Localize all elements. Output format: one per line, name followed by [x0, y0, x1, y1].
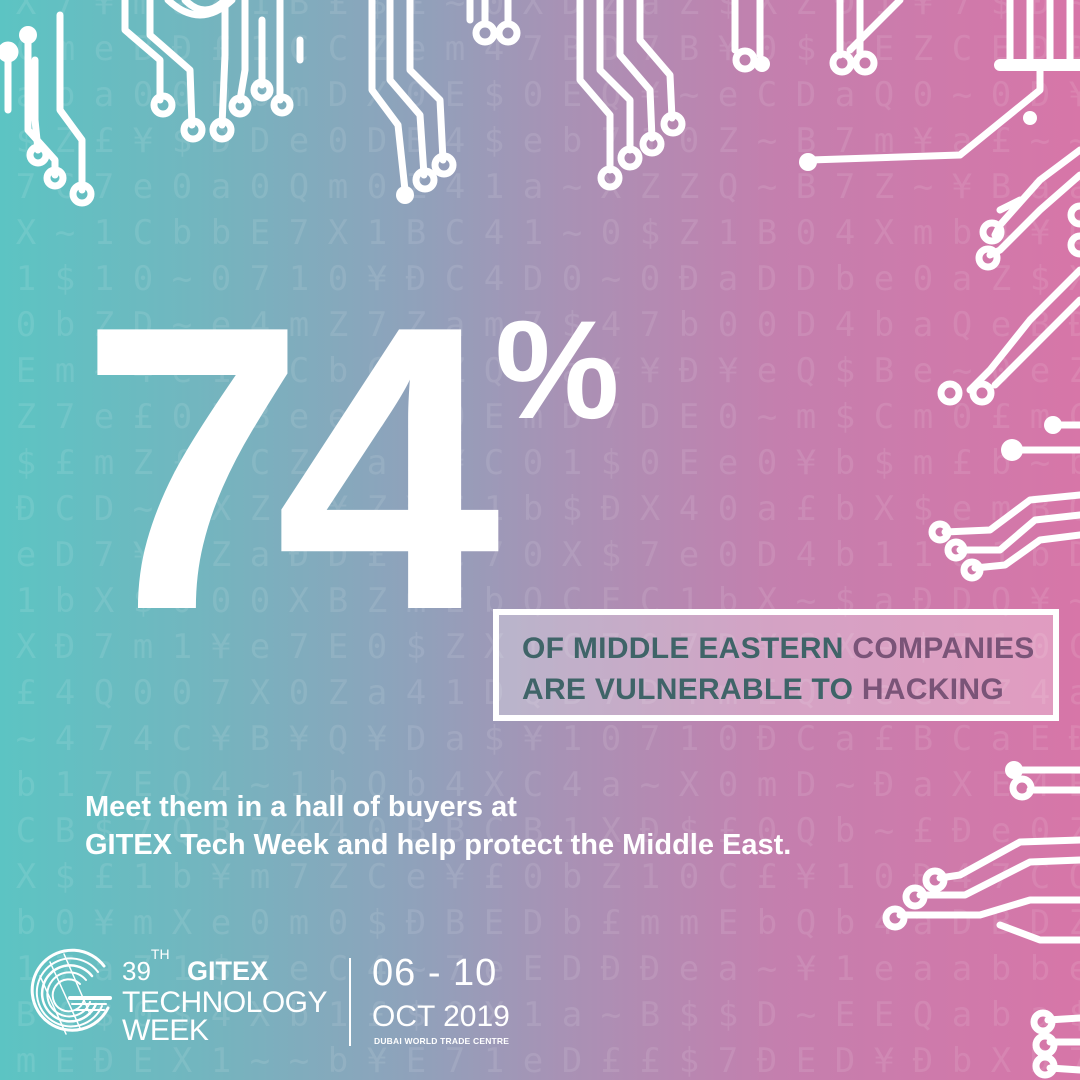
circuit-traces-right-middle — [928, 416, 1080, 582]
statistic-percent-sign: % — [495, 291, 620, 448]
statistic-number: 74 — [80, 241, 501, 694]
binary-code-column: X 0 C ~ ~ B D 0 e ~ 0 a D X ¥ E Ð m 0 £ … — [756, 0, 778, 1080]
binary-code-column: ~ m E 4 4 C C a Z Q ¥ C C E Z 1 a 4 B ¥ … — [444, 0, 466, 1080]
binary-code-column: B C m e Q 7 1 m C e Z ¥ Ð X 7 0 ¥ 1 4 7 … — [288, 0, 310, 1080]
event-month-year: OCT 2019 — [372, 1000, 510, 1033]
binary-code-column: Z $ D B B 0 D D Q m ¥ £ 4 ~ C Q C D Q ¥ … — [795, 0, 817, 1080]
edition-number: 39TH — [122, 946, 170, 986]
tagline-line-1: Meet them in a hall of buyers at — [85, 791, 517, 823]
binary-code-column: 1 1 b D 0 E 7 4 C B C Z a 0 e X B ~ 7 m … — [249, 0, 271, 1080]
binary-code-column: ¥ e a £ 7 1 1 Z ~ e m D 7 X 7 Q 7 7 $ £ … — [93, 0, 115, 1080]
binary-code-column: Ð m a 7 7 4 b 4 $ $ b b b $ X 4 a ~ b 1 … — [834, 0, 856, 1080]
circuit-traces-top-right — [799, 0, 1080, 406]
caption-text-teal: ARE VULNERABLE TO — [522, 673, 854, 706]
tagline-line-2: GITEX Tech Week and help protect the Mid… — [85, 829, 792, 861]
event-venue: DUBAI WORLD TRADE CENTRE — [374, 1036, 510, 1046]
circuit-traces-bottom-right — [882, 761, 1080, 1079]
statistic-caption-box: OF MIDDLE EASTERN COMPANIES ARE VULNERAB… — [493, 609, 1059, 721]
event-name-line-2: WEEK — [122, 1014, 209, 1047]
tagline: Meet them in a hall of buyers at GITEX T… — [85, 788, 791, 864]
binary-code-column: X C a $ 7 X 1 0 E Z $ Ð e 1 X £ ~ b C X … — [15, 0, 37, 1080]
caption-text-teal: OF MIDDLE EASTERN — [522, 632, 844, 665]
binary-code-column: X 7 0 e a 1 D 7 ~ m 0 b 0 Q m Q ¥ C B 0 … — [522, 0, 544, 1080]
binary-code-column: £ C D 0 m X 0 Z b e £ ¥ D B E Z Q b 4 Z … — [327, 0, 349, 1080]
event-dates: 06 - 10 — [372, 952, 498, 994]
event-name-line-1: TECHNOLOGY — [122, 986, 328, 1019]
binary-code-column: 0 4 $ $ 1 4 4 m Q E C 1 7 b X D $ X C £ … — [483, 0, 505, 1080]
caption-text-purple: HACKING — [861, 673, 1004, 706]
binary-code-column: D B E b ~ ~ 0 $ a D 1 $ X C C B 1 4 1 b … — [561, 0, 583, 1080]
binary-code-column: $ ¥ e Z Q 1 a 0 ¥ 0 e 0 0 b D m 0 0 £ C … — [717, 0, 739, 1080]
binary-code-column: m B 0 ¥ e C 0 D 4 £ Z ~ ¥ $ m 0 4 E 7 1 … — [132, 0, 154, 1080]
binary-code-column: 7 m b Z C ~ $ b m 7 £ C D b Ð 4 4 1 B $ … — [54, 0, 76, 1080]
statistic-caption-line-1: OF MIDDLE EASTERN COMPANIES — [522, 632, 1035, 666]
circuit-traces-top-middle — [368, 0, 904, 204]
binary-code-column: a Ð 0 $ 0 b ~ ~ e 0 £ Q b 0 1 0 C Q Q b … — [171, 0, 193, 1080]
event-brand: GITEX — [187, 956, 269, 986]
statistic-caption-line-2: ARE VULNERABLE TO HACKING — [522, 673, 1004, 707]
footer-divider — [349, 958, 351, 1046]
binary-code-column: Ð Ð Ð ~ a ¥ $ B e m ~ B b ¥ 0 4 E 4 0 C … — [1029, 0, 1051, 1080]
caption-text-purple: COMPANIES — [852, 632, 1035, 665]
edition-suffix: TH — [150, 946, 170, 963]
binary-code-column: $ Z X D 0 1 ¥ 7 C 0 a Z £ Z 0 a ¥ Q 0 C … — [366, 0, 388, 1080]
circuit-traces-top-left — [0, 0, 304, 207]
gitex-g-logo-icon — [30, 948, 112, 1035]
